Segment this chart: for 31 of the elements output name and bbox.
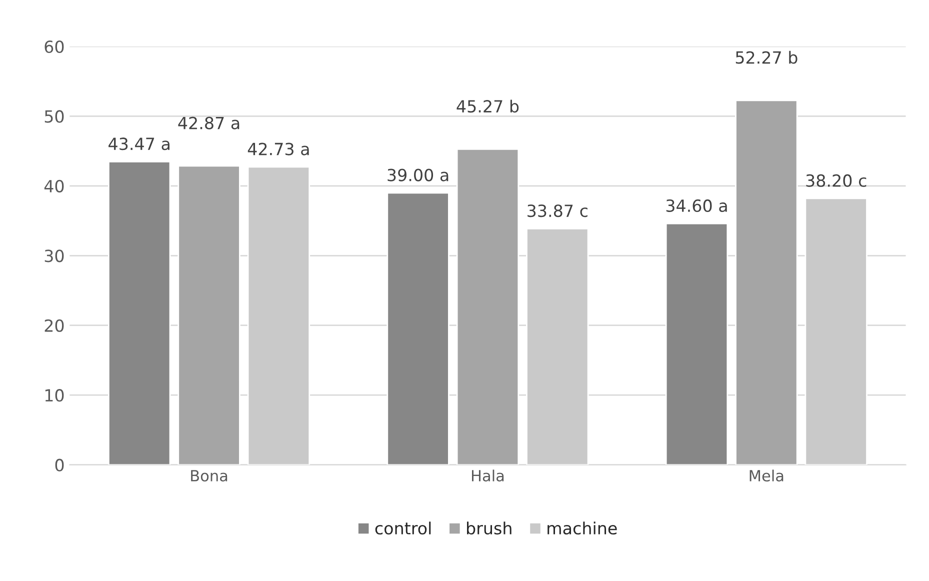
x-tick-label: Hala [472,470,504,482]
data-label: 52.27 b [736,50,798,64]
data-label: 38.20 c [806,174,866,187]
bar [108,161,171,465]
bar [386,192,450,465]
bar [456,148,520,465]
bar [178,165,240,465]
data-label: 42.87 a [178,116,240,130]
y-tick-label: 10 [45,389,64,402]
y-tick-label: 0 [55,458,64,472]
legend-label: brush [467,522,512,535]
bar [735,100,798,465]
bar [526,228,589,465]
y-tick-label: 30 [44,250,64,262]
bar [665,222,728,465]
y-tick-label: 20 [44,319,64,332]
x-tick-label: Mela [750,470,784,482]
x-tick-label: Bona [191,470,228,482]
data-label: 45.27 b [456,100,519,113]
data-label: 33.87 c [528,204,588,218]
data-label: 42.73 a [248,142,309,156]
bar [247,166,310,465]
y-tick-label: 40 [44,180,64,192]
bar [804,198,868,465]
y-tick-label: 50 [44,110,64,123]
data-label: 43.47 a [108,138,170,150]
y-tick-label: 60 [44,40,64,54]
legend-label: machine [548,522,617,535]
data-label: 34.60 a [666,199,727,212]
data-label: 39.00 a [388,168,448,182]
legend-label: control [375,522,431,535]
